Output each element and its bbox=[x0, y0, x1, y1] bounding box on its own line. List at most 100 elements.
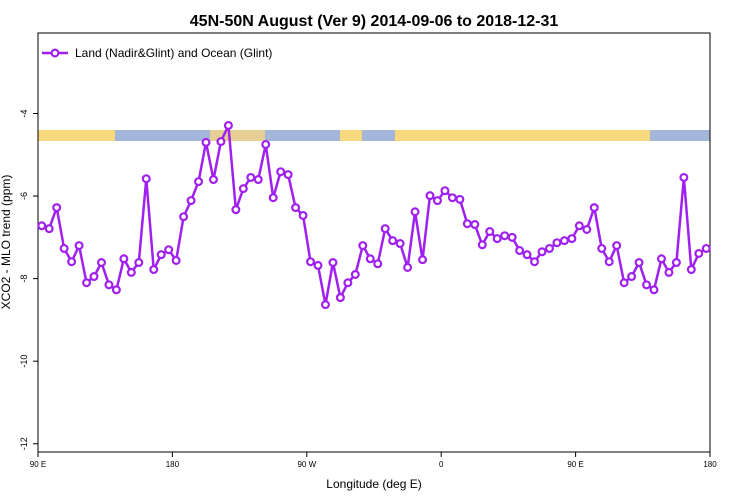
x-tick-label: 180 bbox=[703, 460, 717, 469]
point bbox=[52, 203, 62, 213]
point bbox=[44, 224, 54, 234]
point bbox=[373, 259, 383, 269]
point bbox=[208, 175, 218, 185]
x-tick-label: 0 bbox=[439, 460, 444, 469]
y-tick-label: -12 bbox=[19, 437, 29, 450]
point bbox=[559, 236, 569, 246]
point bbox=[194, 177, 204, 187]
y-tick-label: -10 bbox=[19, 355, 29, 368]
point bbox=[686, 265, 696, 275]
point bbox=[141, 174, 151, 184]
point bbox=[567, 234, 577, 244]
point bbox=[582, 224, 592, 234]
point bbox=[649, 285, 659, 295]
series-line bbox=[41, 120, 707, 305]
point bbox=[470, 220, 480, 230]
point bbox=[89, 272, 99, 282]
point bbox=[126, 267, 136, 277]
point bbox=[328, 258, 338, 268]
point bbox=[664, 267, 674, 277]
point bbox=[619, 278, 629, 288]
point bbox=[597, 243, 607, 253]
point bbox=[82, 278, 92, 288]
land-band bbox=[340, 130, 362, 141]
point bbox=[104, 280, 114, 290]
point bbox=[701, 243, 711, 253]
x-tick-label: 90 E bbox=[567, 460, 583, 469]
point bbox=[231, 205, 241, 215]
point bbox=[67, 257, 77, 267]
point bbox=[343, 278, 353, 288]
ocean-band bbox=[38, 130, 710, 141]
land-ocean-band bbox=[38, 130, 710, 141]
point bbox=[530, 257, 540, 267]
point bbox=[201, 137, 211, 147]
point bbox=[485, 227, 495, 237]
point bbox=[656, 254, 666, 264]
point bbox=[627, 272, 637, 282]
y-tick-label: -8 bbox=[19, 275, 29, 283]
point bbox=[380, 224, 390, 234]
point bbox=[455, 194, 465, 204]
x-tick-label: 90 W bbox=[297, 460, 316, 469]
point bbox=[634, 258, 644, 268]
y-tick-label: -6 bbox=[19, 192, 29, 200]
point bbox=[642, 280, 652, 290]
y-axis-label: XCO2 - MLO trend (ppm) bbox=[0, 175, 13, 310]
point bbox=[74, 241, 84, 251]
point bbox=[276, 167, 286, 177]
point bbox=[298, 210, 308, 220]
point bbox=[522, 250, 532, 260]
land-band bbox=[210, 130, 265, 141]
point bbox=[216, 137, 226, 147]
land-band bbox=[38, 130, 115, 141]
point bbox=[425, 191, 435, 201]
point bbox=[246, 172, 256, 182]
point bbox=[418, 255, 428, 265]
point bbox=[186, 196, 196, 206]
point bbox=[388, 236, 398, 246]
point bbox=[171, 255, 181, 265]
point bbox=[350, 269, 360, 279]
point bbox=[164, 245, 174, 255]
point bbox=[156, 250, 166, 260]
point bbox=[574, 221, 584, 231]
point bbox=[537, 247, 547, 257]
point bbox=[604, 257, 614, 267]
point bbox=[149, 265, 159, 275]
x-tick-label: 180 bbox=[166, 460, 180, 469]
x-tick-label: 90 E bbox=[30, 460, 46, 469]
point bbox=[179, 212, 189, 222]
point bbox=[410, 207, 420, 217]
point bbox=[462, 219, 472, 229]
point bbox=[119, 254, 129, 264]
chart-title: 45N-50N August (Ver 9) 2014-09-06 to 201… bbox=[190, 13, 559, 30]
point bbox=[268, 193, 278, 203]
point bbox=[395, 239, 405, 249]
point bbox=[313, 260, 323, 270]
point bbox=[59, 243, 69, 253]
point bbox=[403, 262, 413, 272]
point bbox=[111, 285, 121, 295]
point bbox=[283, 170, 293, 180]
point bbox=[671, 258, 681, 268]
point bbox=[500, 231, 510, 241]
point bbox=[515, 246, 525, 256]
point bbox=[440, 186, 450, 196]
point bbox=[544, 243, 554, 253]
point bbox=[134, 258, 144, 268]
point bbox=[306, 257, 316, 267]
point bbox=[477, 240, 487, 250]
point bbox=[335, 293, 345, 303]
plot-frame bbox=[37, 32, 711, 453]
land-band bbox=[395, 130, 650, 141]
point bbox=[320, 300, 330, 310]
point bbox=[507, 232, 517, 242]
legend-marker bbox=[50, 48, 60, 58]
point bbox=[96, 258, 106, 268]
y-tick-label: -4 bbox=[19, 109, 29, 117]
point bbox=[253, 175, 263, 185]
point bbox=[37, 221, 47, 231]
point bbox=[694, 248, 704, 258]
